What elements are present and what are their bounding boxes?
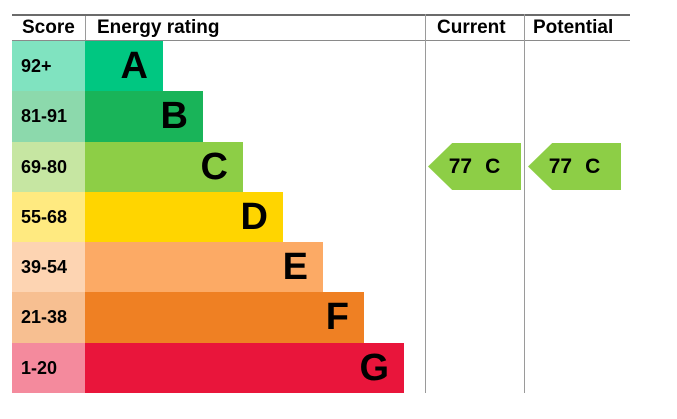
- band-row-f: 21-38 F: [12, 292, 424, 343]
- score-range-f: 21-38: [12, 292, 85, 343]
- score-column-header: Score: [22, 17, 75, 38]
- band-row-a: 92+ A: [12, 41, 424, 92]
- potential-rating-arrow: 77 C: [528, 143, 621, 190]
- band-letter-b: B: [160, 95, 188, 138]
- band-row-d: 55-68 D: [12, 191, 424, 243]
- band-bar-b: B: [85, 91, 203, 142]
- band-bar-a: A: [85, 41, 163, 92]
- band-row-g: 1-20 G: [12, 342, 424, 393]
- current-column-header: Current: [437, 17, 506, 38]
- potential-column-header: Potential: [533, 17, 614, 38]
- band-row-b: 81-91 B: [12, 91, 424, 142]
- current-rating-arrow: 77 C: [428, 143, 521, 190]
- band-bar-c: C: [85, 141, 243, 192]
- table-top-border: [12, 14, 630, 16]
- potential-rating-letter: C: [585, 154, 601, 178]
- band-letter-c: C: [200, 145, 228, 188]
- score-range-c: 69-80: [12, 141, 85, 192]
- score-rating-divider: [85, 16, 86, 40]
- band-bar-d: D: [85, 191, 283, 243]
- score-range-a: 92+: [12, 41, 85, 92]
- rating-bands: 92+ A 81-91 B 69-80 C 55-68 D 39-54 E 21…: [12, 41, 424, 393]
- band-letter-e: E: [282, 246, 308, 289]
- band-letter-f: F: [325, 296, 349, 339]
- score-range-e: 39-54: [12, 242, 85, 293]
- potential-rating-value: 77: [548, 154, 573, 178]
- band-letter-a: A: [120, 45, 148, 88]
- band-letter-d: D: [240, 195, 268, 238]
- band-row-e: 39-54 E: [12, 242, 424, 293]
- current-column-divider: [425, 14, 426, 393]
- current-rating-value: 77: [448, 154, 473, 178]
- header-underline: [12, 40, 630, 41]
- potential-column-divider: [524, 14, 525, 393]
- energy-rating-column-header: Energy rating: [97, 17, 220, 38]
- band-bar-f: F: [85, 292, 364, 343]
- band-bar-g: G: [85, 342, 404, 393]
- band-bar-e: E: [85, 242, 323, 293]
- band-row-c: 69-80 C: [12, 141, 424, 192]
- current-rating-letter: C: [485, 154, 501, 178]
- score-range-b: 81-91: [12, 91, 85, 142]
- band-letter-g: G: [359, 346, 389, 389]
- score-range-g: 1-20: [12, 342, 85, 393]
- score-range-d: 55-68: [12, 191, 85, 243]
